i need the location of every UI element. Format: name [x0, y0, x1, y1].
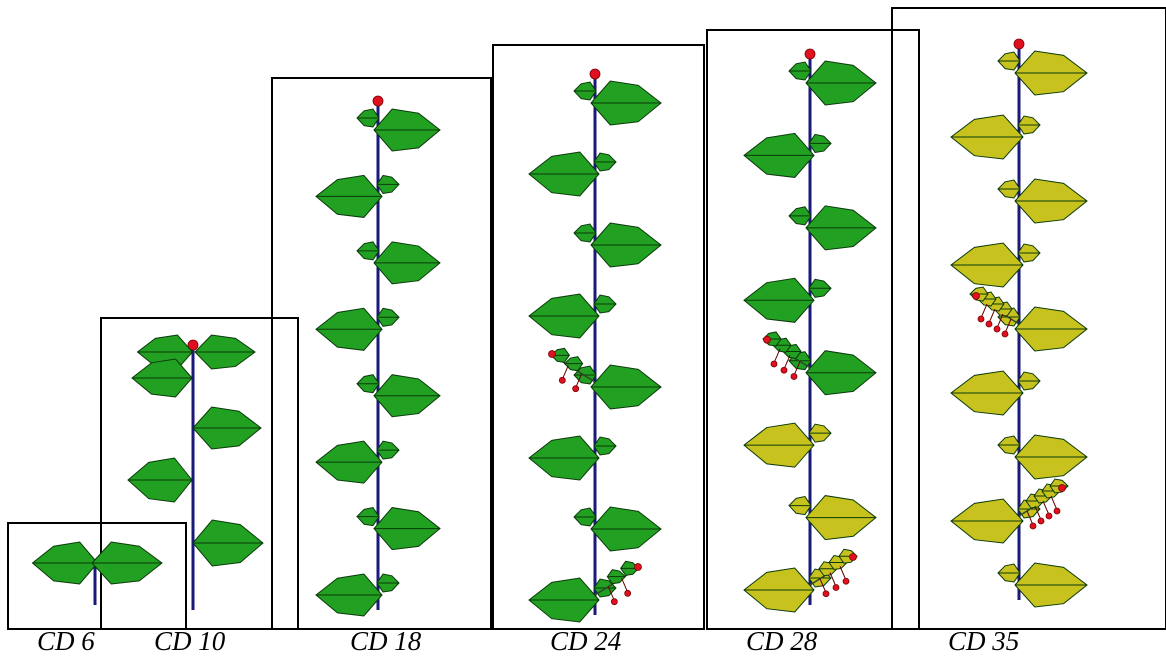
flower-bud [822, 590, 830, 598]
pedicel [1050, 495, 1058, 511]
flower-bud [1053, 507, 1061, 515]
pedicel [773, 348, 781, 364]
flower-bud [187, 339, 199, 351]
pedicel [1004, 318, 1012, 334]
pedicel [575, 373, 583, 388]
flower-bud [972, 292, 980, 300]
pedicel [793, 361, 801, 376]
panel-frame-3 [271, 77, 492, 630]
pedicel [607, 586, 615, 601]
pedicel [996, 313, 1004, 329]
flower-bud [763, 335, 771, 344]
plant-1 [31, 541, 163, 605]
flower-bud [832, 584, 840, 591]
flower-bud [1058, 484, 1066, 492]
flower-bud [977, 315, 985, 323]
flower-bud [993, 325, 1001, 333]
flower-bud [548, 350, 556, 358]
panel-frame-2 [100, 317, 299, 630]
pedicel [1042, 500, 1050, 516]
pedicel [1034, 505, 1042, 521]
pedicel [819, 578, 827, 593]
label-cd18: CD 18 [350, 626, 422, 656]
flower-bud [985, 320, 993, 328]
plant-6 [950, 38, 1088, 608]
panel-frame-1 [7, 522, 187, 630]
label-cd28: CD 28 [746, 626, 818, 656]
flower-bud [770, 360, 778, 368]
plant-4 [528, 68, 662, 623]
pedicel [829, 572, 837, 587]
flower-bud [849, 553, 857, 561]
pedicel [839, 566, 847, 581]
panel-frame-4 [492, 44, 705, 630]
panel-frame-6 [891, 7, 1166, 630]
flower-bud [1037, 517, 1045, 525]
flower-bud [589, 68, 601, 80]
plant-3 [315, 95, 441, 617]
pedicel [980, 303, 988, 319]
pedicel [621, 578, 629, 593]
flower-bud [624, 589, 632, 597]
pedicel [988, 308, 996, 324]
plant-5 [743, 48, 877, 613]
panel-frame-5 [706, 29, 920, 630]
label-cd10: CD 10 [154, 626, 226, 656]
flower-bud [572, 385, 580, 393]
flower-bud [804, 48, 816, 60]
flower-bud [558, 376, 566, 384]
flower-bud [1029, 522, 1037, 530]
label-cd35: CD 35 [948, 626, 1020, 656]
flower-bud [372, 95, 384, 107]
label-cd6: CD 6 [37, 626, 95, 656]
flower-bud [780, 366, 788, 374]
flower-bud [1045, 512, 1053, 520]
flower-bud [1001, 330, 1009, 338]
pedicel [783, 355, 791, 370]
label-cd24: CD 24 [550, 626, 622, 656]
pedicel [1026, 510, 1034, 526]
flower-bud [634, 563, 642, 571]
flower-bud [610, 598, 618, 606]
flower-bud [790, 373, 798, 380]
pedicel [561, 365, 569, 380]
flower-bud [1013, 38, 1025, 50]
plant-2 [127, 334, 264, 610]
flower-bud [842, 577, 850, 585]
